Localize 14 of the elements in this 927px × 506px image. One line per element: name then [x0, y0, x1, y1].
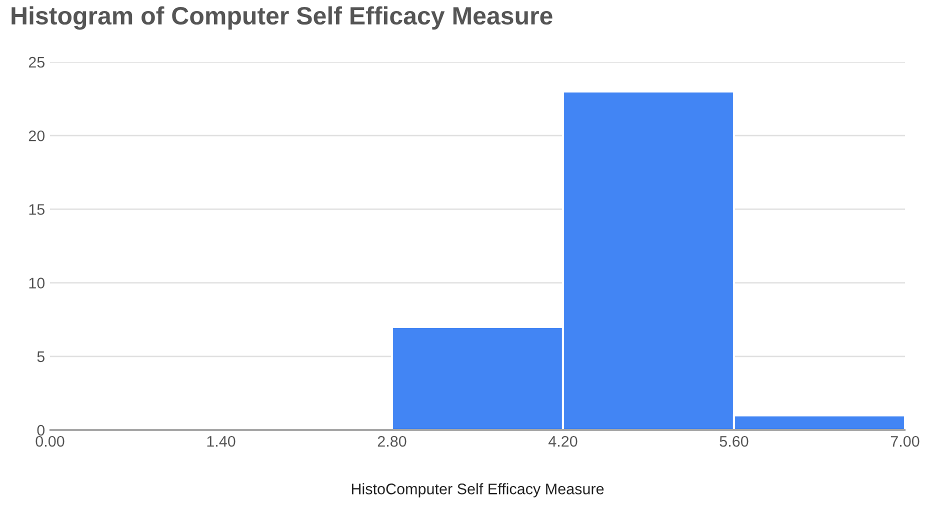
x-tick-label: 0.00: [36, 436, 64, 447]
chart-title: Histogram of Computer Self Efficacy Measure: [12, 6, 552, 30]
x-tick-label: 2.80: [378, 436, 406, 447]
y-tick-label: 10: [29, 278, 45, 288]
y-tick-label: 20: [28, 130, 45, 142]
y-tick-label: 5: [37, 351, 44, 362]
x-tick-label: 1.40: [207, 436, 236, 447]
x-tick-label: 7.00: [890, 436, 920, 447]
x-tick-label: 5.60: [720, 436, 748, 447]
x-axis-title: HistoComputer Self Efficacy Measure: [352, 483, 604, 498]
x-tick-label: 4.20: [548, 436, 578, 447]
y-tick-label: 0: [37, 424, 45, 436]
y-tick-label: 15: [29, 204, 44, 215]
y-tick-label: 25: [28, 56, 44, 68]
